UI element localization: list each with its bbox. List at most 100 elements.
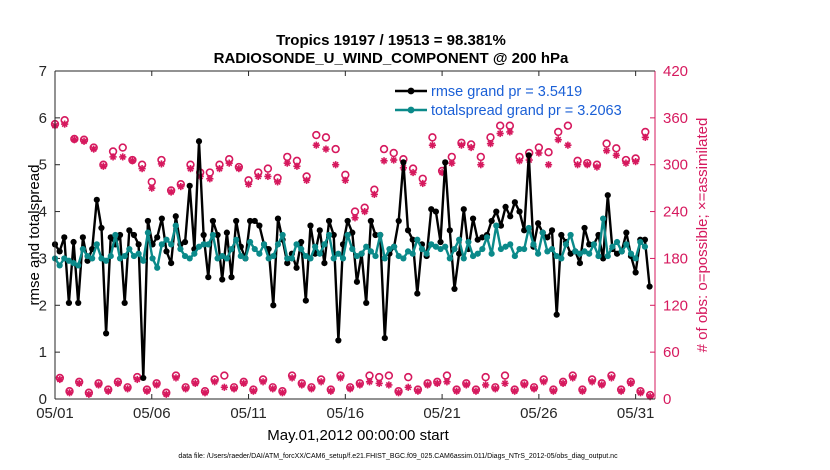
rmse-point	[576, 260, 584, 267]
obs-assimilated-marker-stroke	[109, 153, 117, 160]
obs-assimilated-marker-stroke	[124, 385, 131, 392]
totalspread-point	[98, 255, 105, 262]
obs-assimilated-marker	[394, 389, 403, 397]
obs-assimilated-marker	[114, 379, 122, 387]
totalspread-point	[144, 229, 152, 236]
obs-assimilated-marker-stroke	[279, 389, 286, 396]
totalspread-point	[260, 241, 268, 248]
obs-assimilated-marker-stroke	[589, 378, 596, 385]
obs-assimilated-marker	[520, 381, 528, 389]
obs-assimilated-marker	[75, 379, 83, 387]
rmse-point	[75, 299, 82, 307]
obs-assimilated-marker-stroke	[409, 169, 417, 176]
obs-assimilated-marker-stroke	[468, 144, 475, 151]
obs-possible-marker	[118, 143, 127, 152]
rmse-point	[270, 302, 277, 309]
obs-assimilated-marker-stroke	[168, 188, 175, 196]
obs-assimilated-marker	[341, 176, 349, 184]
obs-assimilated-marker-stroke	[637, 389, 644, 396]
obs-assimilated-marker-stroke	[550, 388, 557, 395]
totalspread-point	[507, 241, 514, 248]
obs-possible-marker	[384, 371, 394, 380]
totalspread-point	[121, 252, 128, 260]
totalspread-point	[228, 245, 235, 253]
totalspread-point	[70, 260, 77, 267]
obs-assimilated-marker	[172, 374, 180, 382]
obs-assimilated-marker-stroke	[134, 376, 141, 383]
obs-assimilated-marker-stroke	[559, 380, 567, 387]
obs-assimilated-marker	[220, 383, 228, 391]
obs-assimilated-marker-stroke	[235, 165, 242, 172]
obs-assimilated-marker	[506, 128, 514, 136]
rmse-point	[246, 217, 254, 225]
obs-possible-marker	[476, 152, 486, 162]
totalspread-point	[307, 255, 314, 262]
obs-assimilated-marker-stroke	[187, 165, 194, 172]
obs-assimilated-marker-stroke	[119, 153, 126, 160]
rmse-point	[130, 231, 138, 239]
obs-assimilated-marker	[641, 133, 649, 141]
totalspread-point	[339, 255, 347, 262]
obs-assimilated-marker-stroke	[424, 381, 431, 389]
totalspread-point	[274, 241, 282, 248]
obs-assimilated-marker-stroke	[245, 181, 252, 188]
obs-possible-marker	[554, 127, 563, 137]
totalspread-point	[558, 255, 565, 262]
obs-assimilated-marker	[153, 381, 161, 389]
obs-assimilated-marker	[632, 157, 640, 166]
obs-assimilated-marker-stroke	[516, 157, 523, 164]
obs-assimilated-marker	[336, 374, 345, 382]
obs-assimilated-marker-stroke	[250, 388, 257, 395]
totalspread-point	[223, 255, 230, 262]
totalspread-point	[65, 257, 73, 264]
y-right-tick-label: 360	[663, 110, 688, 127]
totalspread-point	[107, 252, 114, 260]
rmse-point	[451, 285, 458, 292]
obs-assimilated-marker-stroke	[593, 163, 601, 171]
totalspread-point	[418, 245, 426, 253]
obs-assimilated-marker	[143, 387, 151, 395]
obs-assimilated-marker	[90, 145, 98, 153]
obs-assimilated-marker	[569, 374, 577, 382]
obs-assimilated-marker	[501, 379, 509, 387]
obs-assimilated-marker	[423, 381, 432, 389]
rmse-point	[228, 274, 235, 281]
obs-assimilated-marker	[588, 378, 596, 386]
obs-assimilated-marker-stroke	[56, 376, 63, 383]
obs-assimilated-marker-stroke	[221, 384, 228, 391]
rmse-point	[93, 196, 100, 203]
totalspread-point	[200, 241, 207, 248]
totalspread-point	[567, 231, 574, 239]
rmse-point	[325, 217, 333, 225]
obs-assimilated-marker	[636, 389, 645, 397]
obs-assimilated-marker	[578, 387, 587, 395]
obs-assimilated-marker-stroke	[177, 183, 184, 190]
obs-assimilated-marker-stroke	[443, 378, 451, 385]
obs-assimilated-marker-stroke	[284, 160, 291, 167]
totalspread-point	[572, 248, 579, 255]
totalspread-point	[493, 222, 500, 229]
rmse-point	[163, 248, 170, 255]
rmse-point	[353, 278, 361, 285]
totalspread-point	[344, 231, 351, 239]
totalspread-point	[302, 252, 309, 260]
rmse-point	[613, 250, 621, 257]
totalspread-point	[627, 250, 635, 257]
totalspread-point	[395, 252, 402, 260]
totalspread-point	[363, 243, 370, 250]
totalspread-point	[135, 250, 142, 257]
obs-assimilated-marker	[612, 151, 620, 159]
obs-assimilated-marker	[191, 379, 199, 387]
totalspread-point	[293, 241, 300, 248]
totalspread-point	[270, 252, 277, 260]
rmse-point	[126, 227, 133, 234]
rmse-point	[121, 299, 128, 307]
totalspread-point	[140, 257, 147, 264]
rmse-point	[116, 231, 124, 239]
totalspread-point	[386, 245, 393, 253]
totalspread-point	[442, 243, 449, 250]
obs-assimilated-marker	[433, 379, 441, 387]
rmse-point	[321, 260, 328, 267]
totalspread-point	[581, 248, 588, 255]
